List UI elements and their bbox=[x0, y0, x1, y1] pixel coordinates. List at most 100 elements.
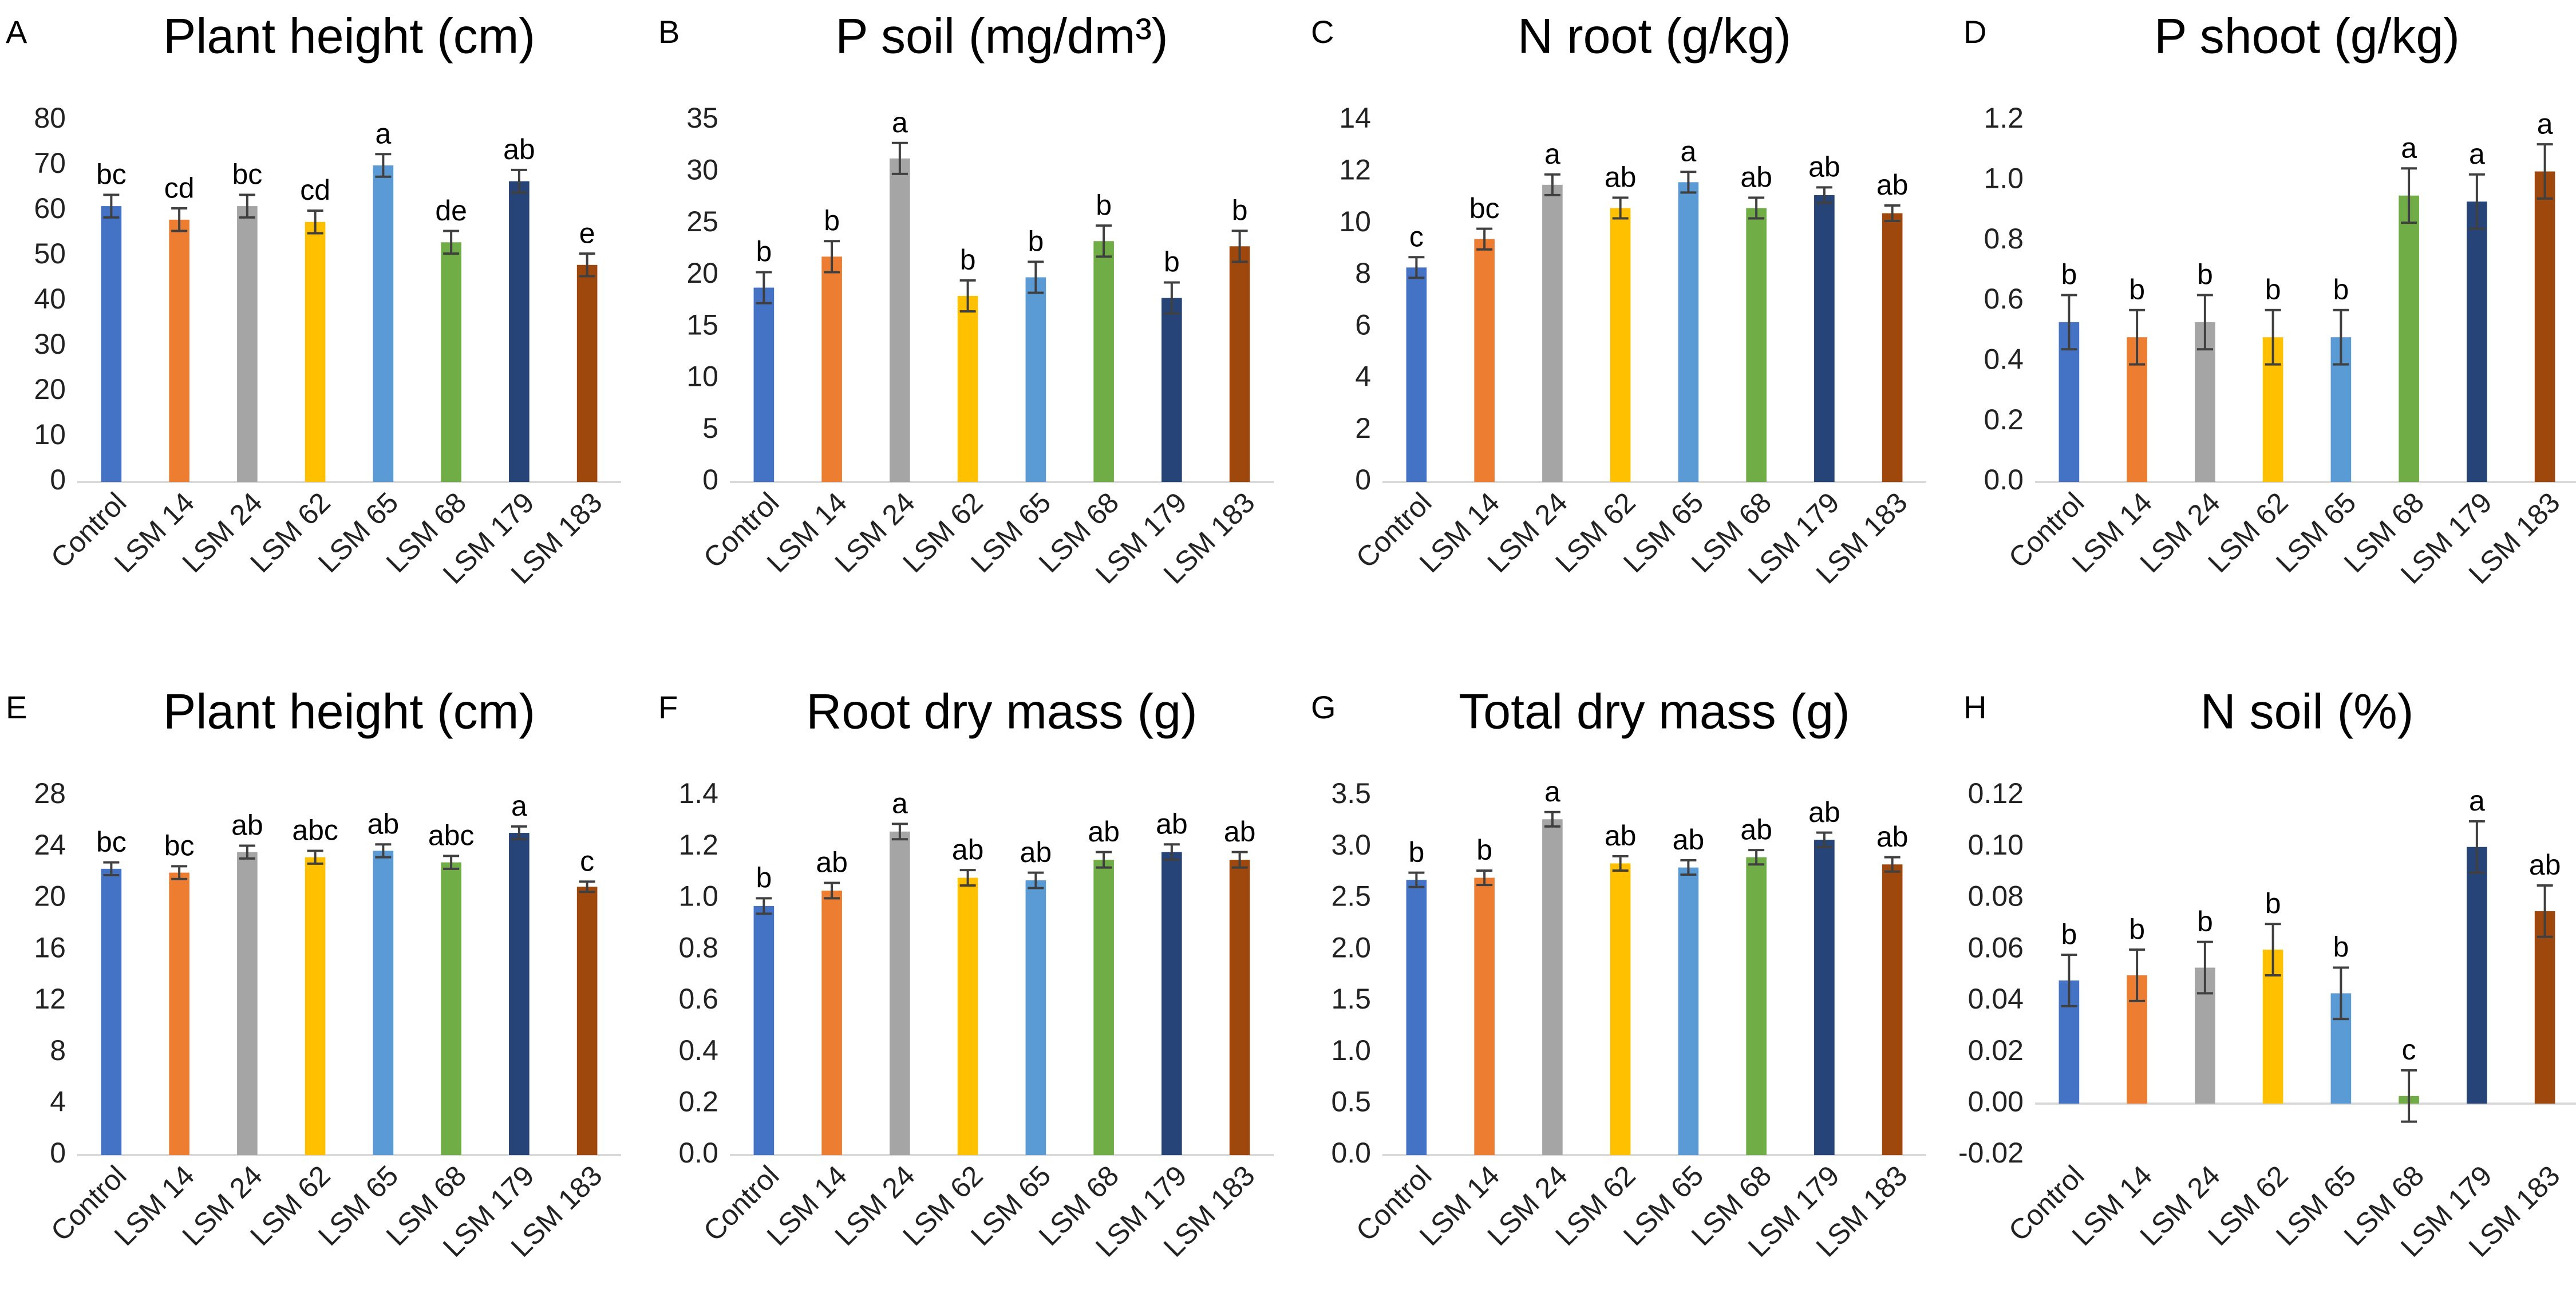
y-tick-label: 0.0 bbox=[1984, 464, 2024, 496]
bar bbox=[2399, 195, 2419, 482]
error-bar bbox=[2129, 309, 2146, 366]
error-bar bbox=[2265, 923, 2281, 976]
significance-letter: a bbox=[1680, 135, 1696, 167]
y-tick-label: 0.02 bbox=[1968, 1034, 2024, 1066]
significance-letter: bc bbox=[96, 826, 127, 858]
error-bar bbox=[307, 849, 323, 865]
significance-letter: b bbox=[1408, 836, 1424, 868]
bar bbox=[441, 862, 461, 1155]
bar bbox=[305, 857, 326, 1155]
significance-letter: de bbox=[435, 195, 467, 227]
y-tick-label: 1.2 bbox=[678, 829, 718, 861]
significance-letter: ab bbox=[2529, 849, 2561, 881]
error-bar bbox=[2196, 940, 2213, 995]
error-bar bbox=[2333, 966, 2349, 1021]
significance-letter: cd bbox=[300, 174, 330, 206]
y-tick-label: 20 bbox=[686, 257, 718, 289]
significance-letter: ab bbox=[1876, 169, 1909, 201]
bar bbox=[957, 295, 978, 482]
error-bar bbox=[1612, 196, 1629, 220]
bar bbox=[1025, 277, 1046, 482]
significance-letter: ab bbox=[816, 847, 848, 879]
y-tick-label: 0.2 bbox=[678, 1085, 718, 1117]
significance-letter: ab bbox=[1808, 151, 1840, 183]
significance-letter: bc bbox=[96, 159, 127, 191]
y-tick-label: 16 bbox=[34, 931, 66, 963]
error-bar bbox=[1028, 871, 1044, 889]
significance-letter: ab bbox=[1156, 808, 1188, 840]
significance-letter: a bbox=[2469, 785, 2485, 817]
error-bar bbox=[1476, 869, 1493, 887]
error-bar bbox=[1163, 281, 1180, 315]
bar bbox=[2534, 171, 2555, 482]
bar bbox=[509, 181, 530, 482]
error-bar bbox=[1231, 230, 1248, 263]
significance-letter: b bbox=[824, 204, 840, 236]
bar bbox=[1474, 877, 1495, 1155]
bar bbox=[169, 219, 189, 482]
y-tick-label: 4 bbox=[1355, 361, 1371, 393]
significance-letter: a bbox=[892, 106, 908, 139]
bar bbox=[1678, 182, 1699, 482]
bar bbox=[576, 887, 598, 1155]
significance-letter: ab bbox=[1740, 161, 1772, 193]
significance-letter: a bbox=[1544, 138, 1560, 170]
significance-letter: a bbox=[2469, 138, 2485, 170]
significance-letter: b bbox=[2129, 274, 2145, 306]
y-tick-label: 10 bbox=[1339, 205, 1371, 238]
significance-letter: b bbox=[1476, 834, 1492, 866]
error-bar bbox=[2196, 294, 2213, 351]
bar bbox=[1678, 867, 1699, 1155]
y-tick-label: 28 bbox=[34, 777, 66, 809]
bar bbox=[1746, 208, 1767, 482]
y-tick-label: 1.0 bbox=[678, 880, 718, 912]
error-bar bbox=[375, 843, 392, 859]
y-tick-label: 30 bbox=[34, 328, 66, 360]
y-tick-label: 12 bbox=[34, 983, 66, 1015]
bar bbox=[2467, 847, 2487, 1104]
significance-letter: b bbox=[756, 236, 772, 268]
significance-letter: b bbox=[1028, 226, 1044, 258]
panel-label: F bbox=[658, 689, 678, 725]
error-bar bbox=[2061, 294, 2077, 351]
significance-letter: a bbox=[1544, 776, 1560, 808]
error-bar bbox=[1748, 196, 1765, 220]
y-tick-label: 0.2 bbox=[1984, 404, 2024, 436]
error-bar bbox=[1028, 260, 1044, 294]
y-tick-label: 0 bbox=[50, 464, 66, 496]
y-tick-label: 15 bbox=[686, 309, 718, 341]
significance-letter: bc bbox=[1469, 192, 1500, 224]
y-tick-label: 25 bbox=[686, 205, 718, 238]
y-tick-label: 60 bbox=[34, 192, 66, 224]
error-bar bbox=[2401, 1069, 2417, 1123]
significance-letter: ab bbox=[1673, 824, 1705, 856]
bar bbox=[169, 872, 189, 1155]
bar bbox=[1025, 880, 1046, 1155]
chart-title: P shoot (g/kg) bbox=[2154, 9, 2460, 64]
chart-title: Root dry mass (g) bbox=[806, 685, 1197, 740]
significance-letter: a bbox=[375, 117, 391, 149]
bar bbox=[101, 868, 122, 1155]
panel-label: D bbox=[1963, 14, 1986, 50]
bar bbox=[1746, 857, 1767, 1155]
bar bbox=[2467, 201, 2487, 482]
error-bar bbox=[1096, 851, 1112, 869]
significance-letter: b bbox=[2265, 274, 2281, 306]
significance-letter: ab bbox=[952, 833, 984, 865]
bar bbox=[441, 242, 461, 482]
error-bar bbox=[1816, 186, 1832, 204]
error-bar bbox=[1408, 871, 1425, 888]
significance-letter: ab bbox=[231, 809, 263, 841]
bar bbox=[1610, 208, 1631, 482]
y-tick-label: 0.10 bbox=[1968, 829, 2024, 861]
error-bar bbox=[443, 855, 460, 870]
error-bar bbox=[511, 168, 527, 194]
significance-letter: ab bbox=[503, 133, 535, 165]
bar bbox=[1882, 213, 1903, 482]
chart-title: P soil (mg/dm³) bbox=[835, 9, 1168, 64]
bar bbox=[1610, 863, 1631, 1155]
error-bar bbox=[1096, 224, 1112, 258]
y-tick-label: 40 bbox=[34, 283, 66, 315]
y-tick-label: 50 bbox=[34, 238, 66, 270]
bar bbox=[373, 851, 394, 1155]
